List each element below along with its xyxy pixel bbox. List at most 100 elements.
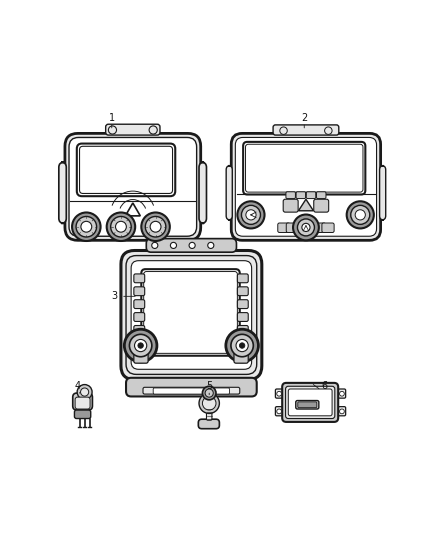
Circle shape <box>325 127 332 134</box>
FancyBboxPatch shape <box>141 269 240 356</box>
Circle shape <box>149 126 157 134</box>
Text: 5: 5 <box>206 381 212 391</box>
FancyBboxPatch shape <box>273 125 339 135</box>
Circle shape <box>277 409 282 414</box>
Text: 1: 1 <box>109 113 115 123</box>
FancyBboxPatch shape <box>144 271 237 353</box>
Circle shape <box>241 205 261 224</box>
FancyBboxPatch shape <box>338 389 346 398</box>
Circle shape <box>134 340 147 352</box>
Circle shape <box>237 201 265 229</box>
Circle shape <box>277 391 282 396</box>
Circle shape <box>189 243 195 248</box>
FancyBboxPatch shape <box>77 143 175 196</box>
Circle shape <box>297 219 314 236</box>
Circle shape <box>236 340 248 352</box>
Circle shape <box>226 329 258 362</box>
Circle shape <box>72 213 101 241</box>
FancyBboxPatch shape <box>322 223 334 232</box>
FancyBboxPatch shape <box>206 407 212 420</box>
Circle shape <box>240 343 245 348</box>
FancyBboxPatch shape <box>237 300 248 309</box>
Circle shape <box>170 243 177 248</box>
Circle shape <box>77 385 92 400</box>
FancyBboxPatch shape <box>126 256 257 374</box>
FancyBboxPatch shape <box>134 313 145 321</box>
Text: 6: 6 <box>321 381 328 391</box>
FancyBboxPatch shape <box>75 397 90 409</box>
FancyBboxPatch shape <box>80 146 173 193</box>
FancyBboxPatch shape <box>296 192 306 199</box>
FancyBboxPatch shape <box>74 410 91 418</box>
FancyBboxPatch shape <box>314 199 328 212</box>
FancyBboxPatch shape <box>276 407 283 416</box>
FancyBboxPatch shape <box>338 407 346 416</box>
Circle shape <box>152 243 158 248</box>
Circle shape <box>199 393 219 414</box>
FancyBboxPatch shape <box>226 166 232 220</box>
FancyBboxPatch shape <box>198 419 219 429</box>
FancyBboxPatch shape <box>121 251 262 379</box>
FancyBboxPatch shape <box>286 223 298 232</box>
FancyBboxPatch shape <box>235 138 377 236</box>
Circle shape <box>302 223 310 231</box>
Circle shape <box>293 214 319 240</box>
FancyBboxPatch shape <box>237 326 248 334</box>
FancyBboxPatch shape <box>134 274 145 282</box>
FancyBboxPatch shape <box>234 352 248 363</box>
FancyBboxPatch shape <box>283 199 298 212</box>
FancyBboxPatch shape <box>243 142 365 195</box>
FancyBboxPatch shape <box>286 192 295 199</box>
FancyBboxPatch shape <box>317 192 326 199</box>
FancyBboxPatch shape <box>286 386 335 418</box>
FancyBboxPatch shape <box>288 389 332 416</box>
FancyBboxPatch shape <box>131 261 251 369</box>
FancyBboxPatch shape <box>237 287 248 296</box>
FancyBboxPatch shape <box>134 287 145 296</box>
Circle shape <box>124 329 157 362</box>
Circle shape <box>76 216 97 237</box>
FancyBboxPatch shape <box>237 274 248 282</box>
FancyBboxPatch shape <box>199 162 206 223</box>
FancyBboxPatch shape <box>69 138 197 236</box>
Circle shape <box>355 210 365 220</box>
Circle shape <box>280 127 287 134</box>
Circle shape <box>116 221 126 232</box>
FancyBboxPatch shape <box>231 133 381 240</box>
FancyBboxPatch shape <box>106 124 160 135</box>
Circle shape <box>205 389 213 397</box>
Circle shape <box>246 210 256 220</box>
Circle shape <box>130 334 152 357</box>
Circle shape <box>141 213 170 241</box>
FancyBboxPatch shape <box>143 387 240 394</box>
Circle shape <box>81 388 88 396</box>
Text: 3: 3 <box>111 292 117 301</box>
Circle shape <box>347 201 374 229</box>
Polygon shape <box>298 199 314 211</box>
Circle shape <box>108 126 117 134</box>
FancyBboxPatch shape <box>298 402 317 408</box>
FancyBboxPatch shape <box>282 383 338 422</box>
FancyBboxPatch shape <box>73 393 92 410</box>
Circle shape <box>202 386 216 400</box>
Circle shape <box>138 343 143 348</box>
Circle shape <box>145 216 166 237</box>
FancyBboxPatch shape <box>134 300 145 309</box>
Circle shape <box>81 221 92 232</box>
Circle shape <box>339 391 344 396</box>
FancyBboxPatch shape <box>65 133 201 240</box>
FancyBboxPatch shape <box>134 326 145 334</box>
Circle shape <box>111 216 131 237</box>
FancyBboxPatch shape <box>126 378 257 397</box>
Circle shape <box>107 213 135 241</box>
FancyBboxPatch shape <box>246 144 363 192</box>
Circle shape <box>231 334 253 357</box>
Circle shape <box>208 243 214 248</box>
Circle shape <box>150 221 161 232</box>
Text: 2: 2 <box>301 113 307 123</box>
FancyBboxPatch shape <box>278 223 290 232</box>
FancyBboxPatch shape <box>314 223 325 232</box>
FancyBboxPatch shape <box>59 162 66 223</box>
FancyBboxPatch shape <box>134 352 148 363</box>
Circle shape <box>339 409 344 414</box>
